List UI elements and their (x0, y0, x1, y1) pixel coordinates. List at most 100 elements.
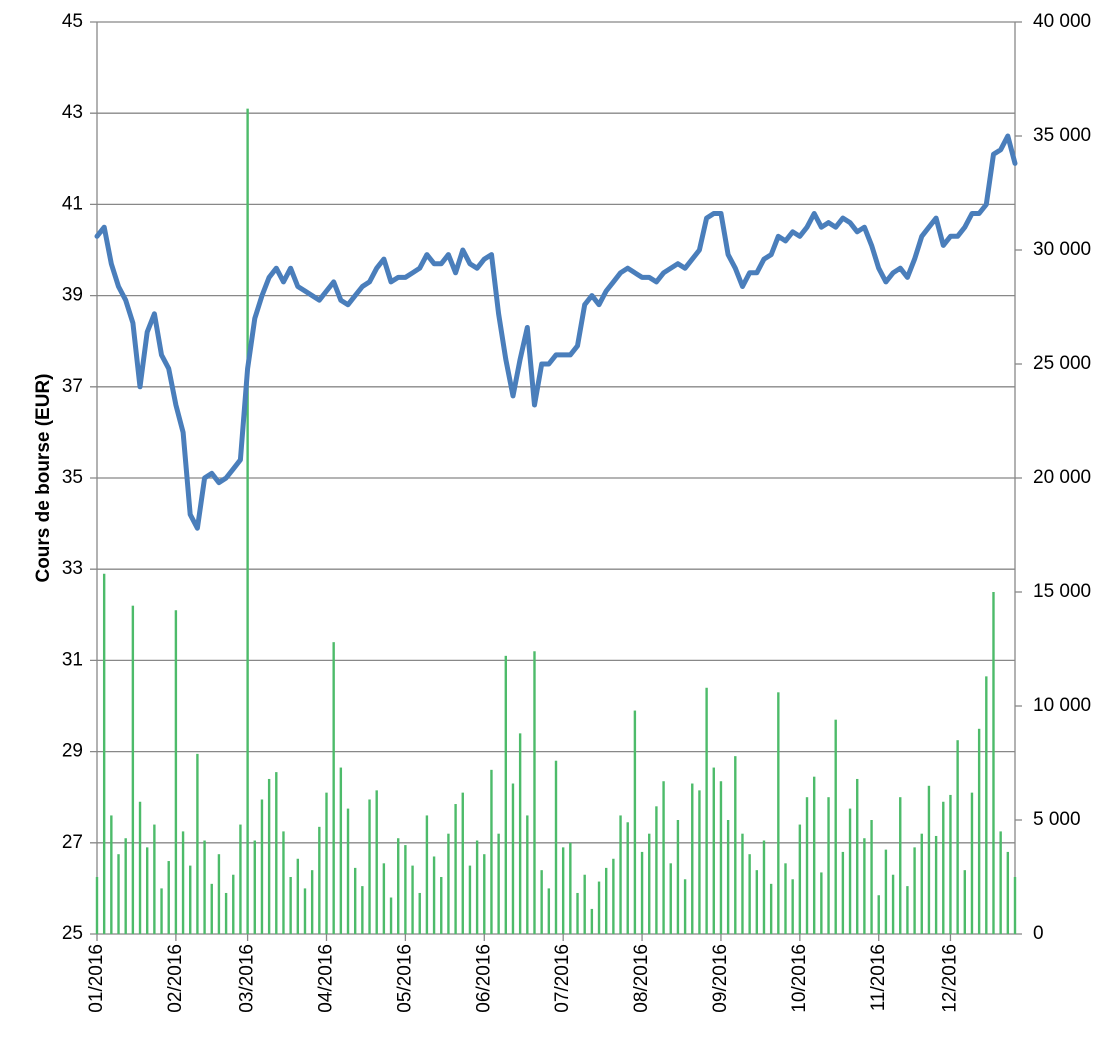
volume-bar (117, 854, 120, 934)
volume-bar (95, 877, 99, 934)
volume-bar (985, 676, 988, 934)
volume-bar (303, 888, 307, 934)
y-tick-label: 31 (62, 649, 83, 670)
y2-tick-label: 15 000 (1033, 581, 1091, 602)
volume-bar (691, 783, 694, 934)
volume-bar (820, 872, 823, 934)
volume-bar (899, 797, 902, 934)
y-tick-label: 27 (62, 832, 83, 853)
volume-bar (920, 833, 923, 934)
volume-bar (260, 799, 264, 934)
y-tick-label: 41 (62, 193, 83, 214)
volume-bar (626, 822, 629, 934)
volume-bar (210, 883, 213, 934)
y2-tick-label: 40 000 (1033, 11, 1091, 32)
y-tick-label: 37 (62, 376, 83, 397)
x-tick-label: 05/2016 (394, 944, 415, 1013)
volume-bar (748, 854, 751, 934)
y-tick-label: 25 (62, 923, 83, 944)
volume-bar (389, 897, 393, 934)
volume-bar (124, 838, 127, 934)
volume-bar (526, 815, 529, 934)
volume-bar (741, 833, 744, 934)
volume-bar (554, 760, 558, 934)
volume-bar (791, 879, 794, 934)
volume-bar (848, 808, 852, 934)
volume-bar (870, 820, 873, 934)
volume-bar (411, 865, 414, 934)
volume-bar (863, 838, 866, 934)
volume-bar (698, 790, 701, 934)
volume-bar (719, 781, 723, 934)
y2-tick-label: 20 000 (1033, 467, 1091, 488)
volume-bar (203, 840, 206, 934)
volume-bar (253, 840, 256, 934)
volume-bar (361, 886, 364, 934)
volume-bar (397, 838, 400, 934)
volume-bar (913, 847, 916, 934)
volume-bar (619, 815, 622, 934)
volume-bar (1013, 877, 1017, 934)
volume-bar (856, 778, 859, 934)
y2-tick-label: 35 000 (1033, 125, 1091, 146)
volume-bar (999, 831, 1002, 934)
volume-bar (676, 820, 680, 934)
volume-bar (353, 867, 357, 934)
x-tick-label: 10/2016 (789, 944, 810, 1013)
volume-bar (167, 861, 170, 934)
volume-bar (332, 642, 335, 934)
volume-bar (805, 797, 809, 934)
volume-bar (490, 769, 493, 934)
volume-bar (102, 573, 106, 934)
volume-bar (669, 863, 672, 934)
y-tick-label: 45 (62, 11, 83, 32)
volume-bar (963, 870, 966, 934)
volume-bar (834, 719, 837, 934)
x-tick-label: 07/2016 (552, 944, 573, 1013)
y-tick-label: 29 (62, 741, 83, 762)
volume-bar (346, 808, 350, 934)
volume-bar (1006, 851, 1010, 934)
volume-bar (483, 854, 486, 934)
volume-bar (712, 767, 715, 934)
volume-bar (784, 863, 787, 934)
volume-bar (949, 794, 952, 934)
x-tick-label: 02/2016 (165, 944, 186, 1013)
volume-bar (504, 655, 507, 934)
volume-bar (597, 881, 601, 934)
volume-bar (561, 847, 565, 934)
volume-bar (511, 783, 515, 934)
y-tick-label: 35 (62, 467, 83, 488)
volume-bar (777, 692, 780, 934)
volume-bar (683, 879, 687, 934)
volume-bar (655, 806, 658, 934)
volume-bar (339, 767, 343, 934)
volume-bar (640, 851, 644, 934)
volume-bar (232, 874, 235, 934)
volume-bar (906, 886, 909, 934)
volume-bar (224, 892, 228, 934)
volume-bar (977, 728, 981, 934)
volume-bar (382, 863, 386, 934)
volume-bar (762, 840, 766, 934)
volume-bar (375, 790, 378, 934)
volume-bar (418, 892, 421, 934)
volume-bar (547, 888, 551, 934)
volume-bar (576, 892, 579, 934)
x-tick-label: 06/2016 (473, 944, 494, 1013)
y-tick-label: 33 (62, 558, 83, 579)
x-tick-label: 03/2016 (237, 944, 258, 1013)
volume-bar (325, 792, 328, 934)
volume-bar (726, 820, 730, 934)
volume-bar (239, 824, 242, 934)
volume-bar (174, 610, 178, 934)
volume-bar (569, 842, 572, 934)
y2-tick-label: 5 000 (1033, 809, 1081, 830)
volume-bar (812, 776, 816, 934)
volume-bar (942, 801, 945, 934)
volume-bar (755, 870, 759, 934)
volume-bar (540, 870, 543, 934)
volume-bar (827, 797, 830, 934)
volume-bar (605, 867, 608, 934)
